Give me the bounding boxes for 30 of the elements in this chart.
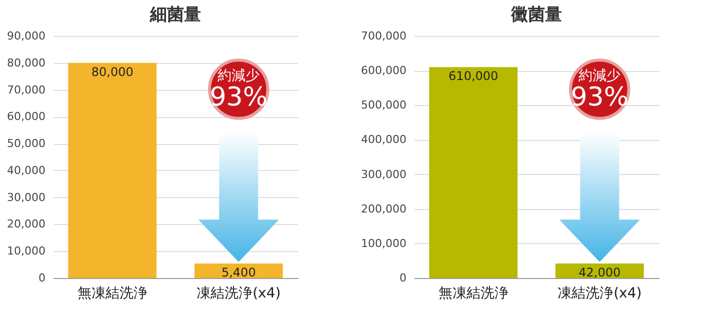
y-tick-label: 400,000 — [361, 133, 406, 146]
y-tick-label: 500,000 — [361, 98, 406, 112]
y-tick-label: 20,000 — [7, 218, 46, 231]
x-tick-label: 無凍結洗浄 — [77, 286, 148, 302]
y-tick-label: 200,000 — [361, 202, 406, 216]
y-tick-label: 0 — [38, 272, 46, 284]
x-tick-label: 凍結洗浄(x4) — [558, 286, 642, 302]
data-label: 610,000 — [448, 69, 498, 84]
chart-title: 細菌量 — [149, 5, 201, 25]
chart-title: 黴菌量 — [510, 5, 562, 25]
y-tick-label: 30,000 — [7, 190, 46, 204]
y-tick-label: 40,000 — [7, 164, 46, 177]
y-tick-label: 10,000 — [7, 244, 46, 258]
y-tick-label: 700,000 — [361, 30, 406, 42]
y-tick-label: 600,000 — [361, 64, 406, 78]
y-tick-label: 60,000 — [7, 110, 46, 124]
data-label: 80,000 — [91, 64, 134, 79]
y-tick-label: 80,000 — [7, 56, 46, 70]
data-label: 5,400 — [221, 265, 256, 280]
y-tick-label: 100,000 — [361, 236, 406, 250]
x-tick-label: 無凍結洗浄 — [438, 286, 508, 302]
y-tick-label: 0 — [400, 272, 406, 284]
annotation: 約減少 — [578, 68, 621, 84]
y-tick-label: 70,000 — [7, 83, 46, 96]
x-tick-label: 凍結洗浄(x4) — [196, 286, 281, 302]
annotation: 約減少 — [218, 68, 260, 84]
y-tick-label: 50,000 — [7, 137, 46, 150]
y-tick-label: 90,000 — [7, 30, 46, 42]
y-tick-label: 300,000 — [361, 168, 406, 181]
data-label: 42,000 — [578, 265, 621, 280]
